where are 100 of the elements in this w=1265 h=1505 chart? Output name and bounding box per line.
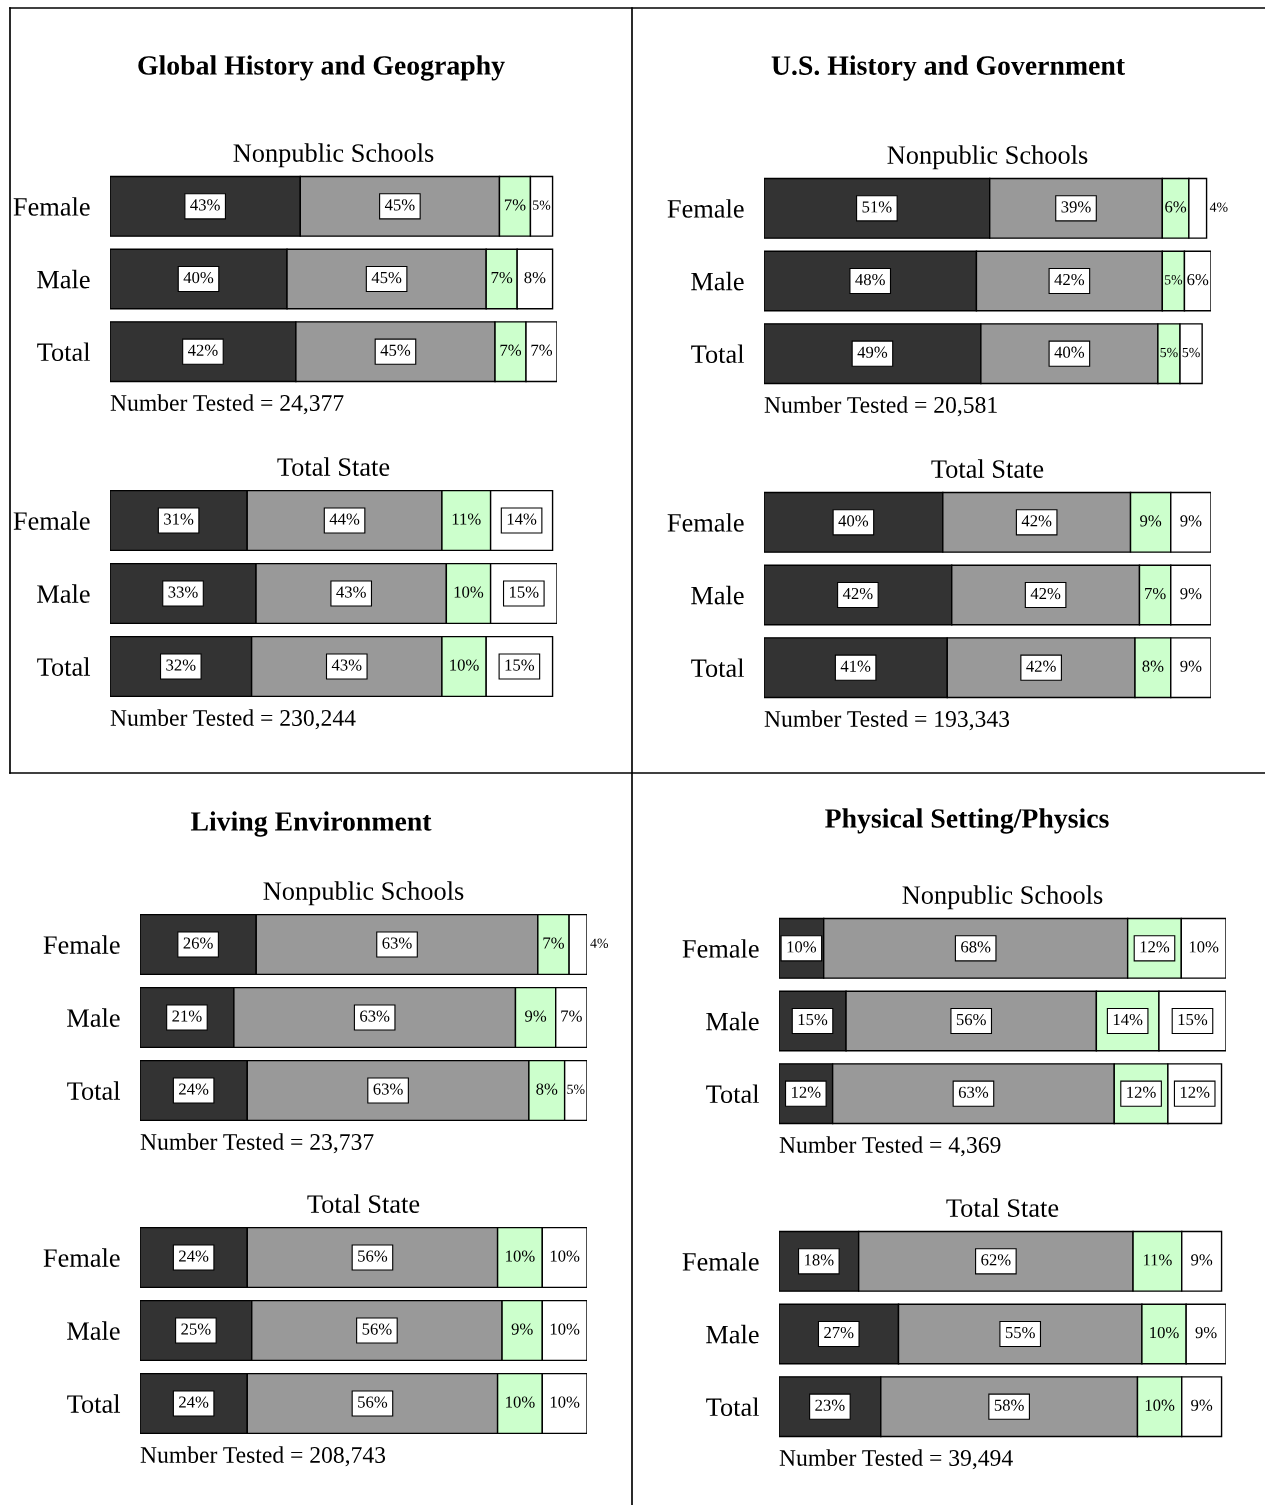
data-label: 39% <box>1061 201 1091 213</box>
y-tick-label: Male <box>706 1011 759 1031</box>
y-tick-label: Female <box>43 935 120 954</box>
data-label: 10% <box>550 1250 580 1262</box>
data-label: 40% <box>1054 346 1085 358</box>
data-label: 58% <box>994 1399 1024 1411</box>
y-tick-label: Total <box>691 658 745 678</box>
data-label: 63% <box>382 937 412 949</box>
data-label: 24% <box>179 1083 209 1095</box>
data-label: 56% <box>358 1396 388 1408</box>
data-label: 7% <box>1145 587 1166 600</box>
data-label: 45% <box>380 344 411 356</box>
data-label: 10% <box>550 1396 580 1408</box>
data-label: 7% <box>500 344 522 356</box>
text: Number Tested = 208,743 <box>140 1446 386 1467</box>
data-label: 43% <box>336 586 366 598</box>
data-label: 42% <box>842 587 873 600</box>
y-tick-label: Female <box>667 199 744 218</box>
data-label: 5% <box>1160 347 1178 358</box>
data-label: 14% <box>507 513 537 525</box>
data-label: 32% <box>166 659 196 671</box>
data-label: 10% <box>454 586 484 598</box>
data-label: 9% <box>525 1010 547 1022</box>
data-label: 7% <box>491 271 513 284</box>
data-label: 8% <box>1142 660 1164 672</box>
data-label: 6% <box>1165 201 1187 213</box>
text: Number Tested = 230,244 <box>110 709 356 730</box>
data-label: 63% <box>360 1010 390 1022</box>
chart-subtitle: Nonpublic Schools <box>263 881 464 906</box>
data-label: 10% <box>506 1250 535 1262</box>
data-label: 4% <box>590 938 609 949</box>
data-label: 42% <box>1021 515 1052 527</box>
data-label: 40% <box>838 515 869 527</box>
data-label: 45% <box>371 271 402 284</box>
data-label: 7% <box>531 344 553 356</box>
data-label: 15% <box>510 586 539 598</box>
data-label: 23% <box>815 1399 845 1411</box>
data-label: 4% <box>1209 202 1228 212</box>
data-label: 43% <box>331 659 362 671</box>
chart-title: Living Environment <box>190 811 432 837</box>
data-label: 9% <box>1191 1254 1213 1266</box>
data-label: 9% <box>1140 515 1162 527</box>
data-label: 26% <box>183 937 213 949</box>
data-label: 5% <box>567 1084 585 1095</box>
chart-title: Global History and Geography <box>138 55 505 81</box>
text: Number Tested = 24,377 <box>110 394 344 415</box>
data-label: 33% <box>168 586 198 598</box>
data-label: 45% <box>384 199 415 211</box>
data-label: 12% <box>1140 941 1170 953</box>
y-tick-label: Male <box>691 271 744 291</box>
data-label: 9% <box>511 1323 533 1335</box>
data-label: 7% <box>543 937 565 949</box>
y-tick-label: Male <box>706 1324 759 1344</box>
data-label: 51% <box>862 201 892 213</box>
data-label: 63% <box>958 1086 989 1098</box>
data-label: 25% <box>181 1323 211 1335</box>
y-tick-label: Male <box>37 269 90 289</box>
data-label: 9% <box>1191 1399 1213 1411</box>
data-label: 21% <box>172 1010 202 1022</box>
data-label: 56% <box>956 1013 986 1026</box>
data-label: 42% <box>187 344 218 356</box>
data-label: 18% <box>805 1254 834 1266</box>
chart-title: U.S. History and Government <box>771 55 1125 81</box>
data-label: 9% <box>1180 660 1202 672</box>
data-label: 9% <box>1180 587 1202 600</box>
y-tick-label: Female <box>13 511 90 530</box>
text: Number Tested = 193,343 <box>764 710 1010 731</box>
data-label: 55% <box>1005 1326 1035 1339</box>
data-label: 40% <box>183 271 214 284</box>
chart-subtitle: Nonpublic Schools <box>887 145 1088 170</box>
chart-subtitle: Nonpublic Schools <box>902 885 1103 910</box>
data-label: 27% <box>824 1326 854 1339</box>
data-label: 63% <box>373 1083 403 1095</box>
chart-subtitle: Total State <box>931 459 1044 478</box>
data-label: 24% <box>179 1250 209 1262</box>
data-label: 10% <box>550 1323 580 1335</box>
y-tick-label: Male <box>691 585 744 605</box>
data-label: 49% <box>857 346 888 358</box>
text: Number Tested = 39,494 <box>779 1449 1013 1470</box>
y-tick-label: Total <box>67 1081 121 1100</box>
data-label: 56% <box>362 1323 392 1335</box>
y-tick-label: Total <box>37 342 91 362</box>
data-label: 12% <box>792 1086 821 1098</box>
data-label: 5% <box>1164 275 1183 285</box>
data-label: 31% <box>164 513 194 525</box>
y-tick-label: Female <box>682 1252 759 1271</box>
y-tick-label: Total <box>706 1397 760 1417</box>
data-label: 15% <box>1178 1013 1208 1026</box>
y-tick-label: Female <box>667 513 744 532</box>
data-label: 41% <box>840 660 871 672</box>
data-label: 10% <box>1145 1399 1175 1411</box>
data-label: 42% <box>1026 660 1056 672</box>
data-label: 42% <box>1030 587 1061 600</box>
y-tick-label: Total <box>67 1394 121 1413</box>
y-tick-label: Female <box>682 939 759 958</box>
data-label: 43% <box>190 199 220 211</box>
chart-subtitle: Total State <box>277 457 390 476</box>
data-label: 5% <box>533 200 551 210</box>
chart-subtitle: Total State <box>307 1194 420 1213</box>
data-label: 5% <box>1182 347 1200 358</box>
